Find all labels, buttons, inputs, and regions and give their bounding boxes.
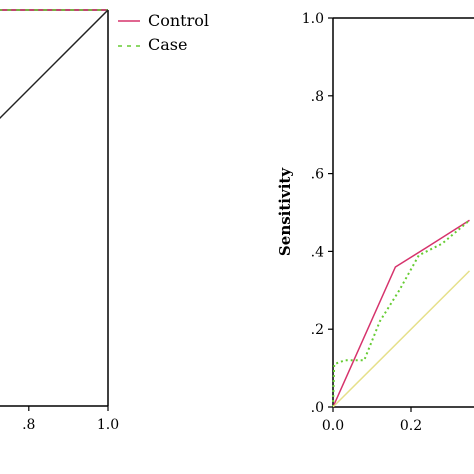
left-series-reference-line bbox=[0, 9, 109, 120]
left-roc-panel: .8 1.0 bbox=[0, 9, 119, 433]
legend-control-label: Control bbox=[148, 11, 209, 30]
right-y-tick-label: .0 bbox=[311, 400, 324, 416]
y-axis-title: Sensitivity bbox=[276, 167, 294, 256]
legend: Control Case bbox=[118, 11, 209, 54]
right-series-reference-line bbox=[332, 270, 471, 408]
right-roc-panel: 0.0 0.2 .0 .2 .4 .6 .8 1.0 Sensitivity bbox=[276, 11, 474, 434]
right-y-tick-label: .4 bbox=[311, 244, 324, 260]
right-y-tick-label: 1.0 bbox=[302, 11, 324, 27]
right-y-tick-label: .8 bbox=[311, 89, 324, 105]
left-x-tick-label: 1.0 bbox=[97, 417, 119, 433]
right-x-tick-label: 0.2 bbox=[400, 418, 422, 434]
right-series-case-line bbox=[332, 219, 471, 408]
right-series-control-line bbox=[332, 219, 470, 408]
right-x-tick-label: 0.0 bbox=[322, 418, 344, 434]
left-x-tick-label: .8 bbox=[22, 417, 35, 433]
right-y-tick-label: .6 bbox=[311, 167, 324, 183]
right-y-tick-label: .2 bbox=[311, 322, 324, 338]
legend-case-label: Case bbox=[148, 35, 187, 54]
